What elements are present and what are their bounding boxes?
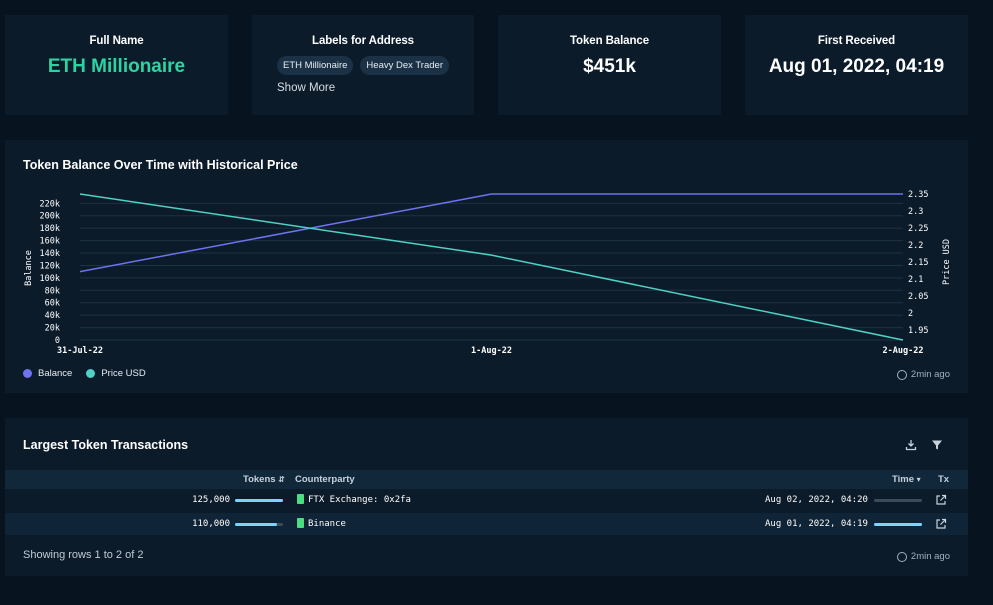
column-tokens-header[interactable]: Tokens ⇵ <box>243 474 285 485</box>
column-counterparty-header[interactable]: Counterparty <box>295 474 355 485</box>
x-tick-label: 31-Jul-22 <box>57 346 103 356</box>
y2-tick-label: 2.35 <box>908 190 928 200</box>
label-pill: ETH Millionaire <box>277 56 354 75</box>
chart-updated: 2min ago <box>896 369 950 380</box>
x-tick-label: 2-Aug-22 <box>883 346 924 356</box>
external-link-icon[interactable] <box>935 494 947 506</box>
y2-tick-label: 1.95 <box>908 326 928 336</box>
chart-updated-label: 2min ago <box>910 369 950 380</box>
balance-price-chart: 0 20k 40k 60k 80k 100k 120k 140k 160k 180k 200k 220… <box>24 190 952 356</box>
table-footer: Showing rows 1 to 2 of 2 <box>23 549 144 561</box>
token-balance-title: Token Balance <box>569 35 649 47</box>
show-more-link[interactable]: Show More <box>277 82 336 94</box>
y2-tick-label: 2.2 <box>908 241 923 251</box>
first-received-value: Aug 01, 2022, 04:19 <box>768 56 945 77</box>
time-bar <box>874 499 922 502</box>
label-pill: Heavy Dex Trader <box>360 56 449 75</box>
transactions-card: Largest Token Transactions Tokens ⇵ Coun… <box>5 418 968 576</box>
table-row: 125,000 FTX Exchange: 0x2fa Aug 02, 2022… <box>5 489 968 511</box>
y2-tick-label: 2.15 <box>908 258 928 268</box>
labels-card: Labels for Address ETH Millionaire Heavy… <box>252 15 474 115</box>
counterparty-link[interactable]: FTX Exchange: 0x2fa <box>308 495 411 505</box>
time-cell: Aug 01, 2022, 04:19 <box>765 519 868 529</box>
y2-tick-label: 2.3 <box>908 207 923 217</box>
full-name-card: Full Name ETH Millionaire <box>5 15 228 115</box>
legend-dot-balance <box>23 369 32 378</box>
series-line-price <box>79 193 904 341</box>
y-tick-label: 0 <box>55 336 60 346</box>
token-balance-value: $451k <box>583 56 636 77</box>
table-row: 110,000 Binance Aug 01, 2022, 04:19 <box>5 513 968 535</box>
y2-tick-label: 2.25 <box>908 224 928 234</box>
column-time-label: Time <box>892 474 915 485</box>
legend-item-price[interactable]: Price USD <box>86 368 146 379</box>
column-tx-header[interactable]: Tx <box>938 474 950 485</box>
tokens-cell: 125,000 <box>192 495 230 505</box>
column-time-header[interactable]: Time ▾ <box>892 474 921 485</box>
counterparty-link[interactable]: Binance <box>308 519 346 529</box>
y-tick-label: 20k <box>45 324 60 334</box>
chart-legend: Balance Price USD <box>23 368 146 379</box>
filter-icon[interactable] <box>931 439 943 451</box>
y-tick-label: 60k <box>45 299 60 309</box>
table-updated-label: 2min ago <box>910 551 950 562</box>
labels-title: Labels for Address <box>312 35 414 47</box>
chart-title: Token Balance Over Time with Historical … <box>23 158 298 172</box>
transactions-title: Largest Token Transactions <box>23 438 189 452</box>
full-name-value: ETH Millionaire <box>47 56 186 77</box>
legend-item-balance[interactable]: Balance <box>23 368 72 379</box>
table-updated: 2min ago <box>896 551 950 562</box>
y-tick-label: 220k <box>40 199 60 209</box>
download-icon[interactable] <box>905 439 917 451</box>
column-tokens-label: Tokens <box>243 474 276 485</box>
y2-tick-label: 2.05 <box>908 292 928 302</box>
y-tick-label: 180k <box>40 224 60 234</box>
time-cell: Aug 02, 2022, 04:20 <box>765 495 868 505</box>
chart-card: Token Balance Over Time with Historical … <box>5 140 968 393</box>
time-bar-fill <box>874 523 922 526</box>
sort-desc-icon: ▾ <box>916 475 921 484</box>
y-axis-label: Balance <box>24 250 34 286</box>
external-link-icon[interactable] <box>935 518 947 530</box>
clock-refresh-icon <box>896 369 907 380</box>
y-tick-label: 100k <box>40 274 60 284</box>
y-tick-label: 120k <box>40 261 60 271</box>
y-tick-label: 140k <box>40 249 60 259</box>
y2-tick-label: 2 <box>908 309 913 319</box>
y-tick-label: 200k <box>40 212 60 222</box>
y-tick-label: 40k <box>45 311 60 321</box>
first-received-title: First Received <box>817 35 896 47</box>
exchange-icon <box>297 518 304 528</box>
series-line-balance <box>79 193 903 273</box>
table-header: Tokens ⇵ Counterparty Time ▾ Tx <box>5 470 968 489</box>
sort-icon: ⇵ <box>278 475 285 484</box>
y-tick-label: 160k <box>40 237 60 247</box>
legend-dot-price <box>86 369 96 378</box>
full-name-title: Full Name <box>89 35 144 47</box>
time-bar <box>874 523 922 526</box>
token-balance-card: Token Balance $451k <box>498 15 721 115</box>
clock-refresh-icon <box>896 551 907 562</box>
y-tick-label: 80k <box>45 286 60 296</box>
tokens-bar <box>235 523 283 526</box>
tokens-cell: 110,000 <box>192 519 230 529</box>
exchange-icon <box>297 494 304 504</box>
legend-label-price: Price USD <box>101 368 146 379</box>
y2-tick-label: 2.1 <box>908 275 923 285</box>
tokens-bar <box>235 499 283 502</box>
y2-axis-label: Price USD <box>942 239 952 285</box>
legend-label-balance: Balance <box>38 368 73 379</box>
x-tick-label: 1-Aug-22 <box>471 346 512 356</box>
first-received-card: First Received Aug 01, 2022, 04:19 <box>745 15 968 115</box>
tokens-bar-fill <box>235 523 278 526</box>
tokens-bar-fill <box>235 499 283 502</box>
